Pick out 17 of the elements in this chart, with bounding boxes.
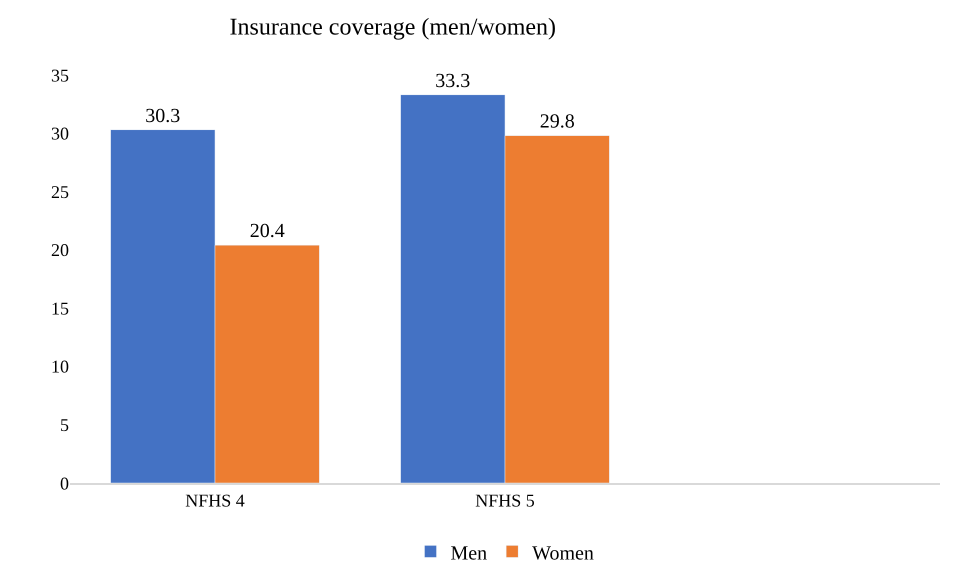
y-tick-label: 0 <box>60 473 69 494</box>
y-tick-label: 35 <box>51 65 69 86</box>
y-tick-label: 15 <box>51 298 69 318</box>
y-tick-label: 20 <box>51 240 69 260</box>
data-label: 30.3 <box>145 104 180 127</box>
y-tick-label: 10 <box>51 356 69 377</box>
x-tick-label: NFHS 5 <box>475 490 535 510</box>
data-label: 33.3 <box>435 70 470 92</box>
chart-title: Insurance coverage (men/women) <box>230 14 556 40</box>
y-tick-label: 25 <box>51 182 69 202</box>
data-label: 20.4 <box>250 220 285 242</box>
y-tick-label: 30 <box>51 124 69 144</box>
data-label: 29.8 <box>540 110 575 133</box>
y-tick-label: 5 <box>60 415 69 436</box>
x-tick-label: NFHS 4 <box>185 490 245 510</box>
legend-label: Women <box>532 542 594 564</box>
legend-label: Men <box>450 542 488 564</box>
